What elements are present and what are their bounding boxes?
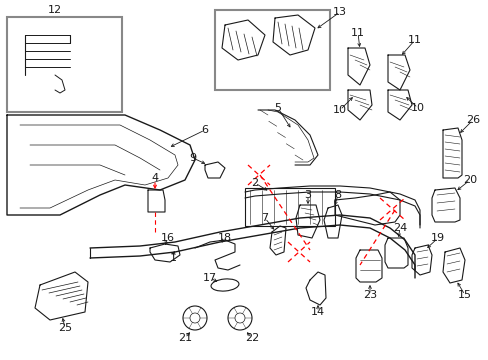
Text: 8: 8 [334,190,341,200]
Bar [7,17,122,112]
Text: 14: 14 [310,307,325,317]
Ellipse shape [211,279,239,291]
Text: 19: 19 [430,233,444,243]
Bar [215,10,329,90]
Text: 13: 13 [332,7,346,17]
Text: 1: 1 [169,253,176,263]
Text: 7: 7 [261,213,268,223]
Text: 15: 15 [457,290,471,300]
Text: 11: 11 [407,35,421,45]
Text: 10: 10 [410,103,424,113]
Text: 25: 25 [58,323,72,333]
Text: 20: 20 [462,175,476,185]
Text: 17: 17 [203,273,217,283]
Text: 18: 18 [218,233,232,243]
Text: 21: 21 [178,333,192,343]
Text: 11: 11 [350,28,364,38]
Text: 22: 22 [244,333,259,343]
Text: 16: 16 [161,233,175,243]
Text: 10: 10 [332,105,346,115]
Text: 3: 3 [304,190,311,200]
Text: 4: 4 [151,173,158,183]
Text: 26: 26 [465,115,479,125]
Text: 2: 2 [251,178,258,188]
Text: 5: 5 [274,103,281,113]
Text: 12: 12 [48,5,62,15]
Bar [244,188,334,226]
Text: 6: 6 [201,125,208,135]
Text: 24: 24 [392,223,407,233]
Text: 9: 9 [189,153,196,163]
Text: 23: 23 [362,290,376,300]
